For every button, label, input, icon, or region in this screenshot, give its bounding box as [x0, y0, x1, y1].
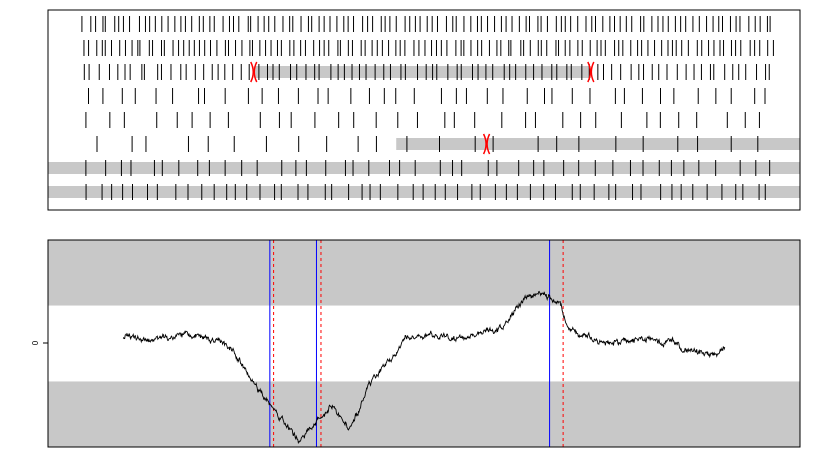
- change-marker: [587, 61, 592, 83]
- raster-change-markers: [250, 61, 595, 155]
- raster-shaded-span: [396, 138, 800, 150]
- raster-shaded-span: [48, 162, 800, 174]
- upper-band: [48, 240, 800, 306]
- change-marker: [250, 61, 254, 83]
- raster-shaded-span: [253, 66, 591, 78]
- change-marker: [482, 133, 487, 155]
- line-shaded-bands: [48, 240, 800, 447]
- change-marker: [253, 61, 258, 83]
- y-tick-label: 0: [31, 340, 40, 345]
- lower-band: [48, 381, 800, 447]
- line-panel: 0: [31, 239, 801, 448]
- raster-shaded-spans: [48, 66, 800, 198]
- change-marker: [486, 133, 491, 155]
- change-marker: [590, 61, 595, 83]
- raster-shaded-span: [48, 186, 800, 198]
- raster-frame: [47, 9, 801, 211]
- raster-panel: [47, 9, 801, 211]
- raster-ticks: [81, 16, 774, 200]
- series-line: [122, 290, 726, 445]
- line-vertical-lines: [269, 240, 564, 447]
